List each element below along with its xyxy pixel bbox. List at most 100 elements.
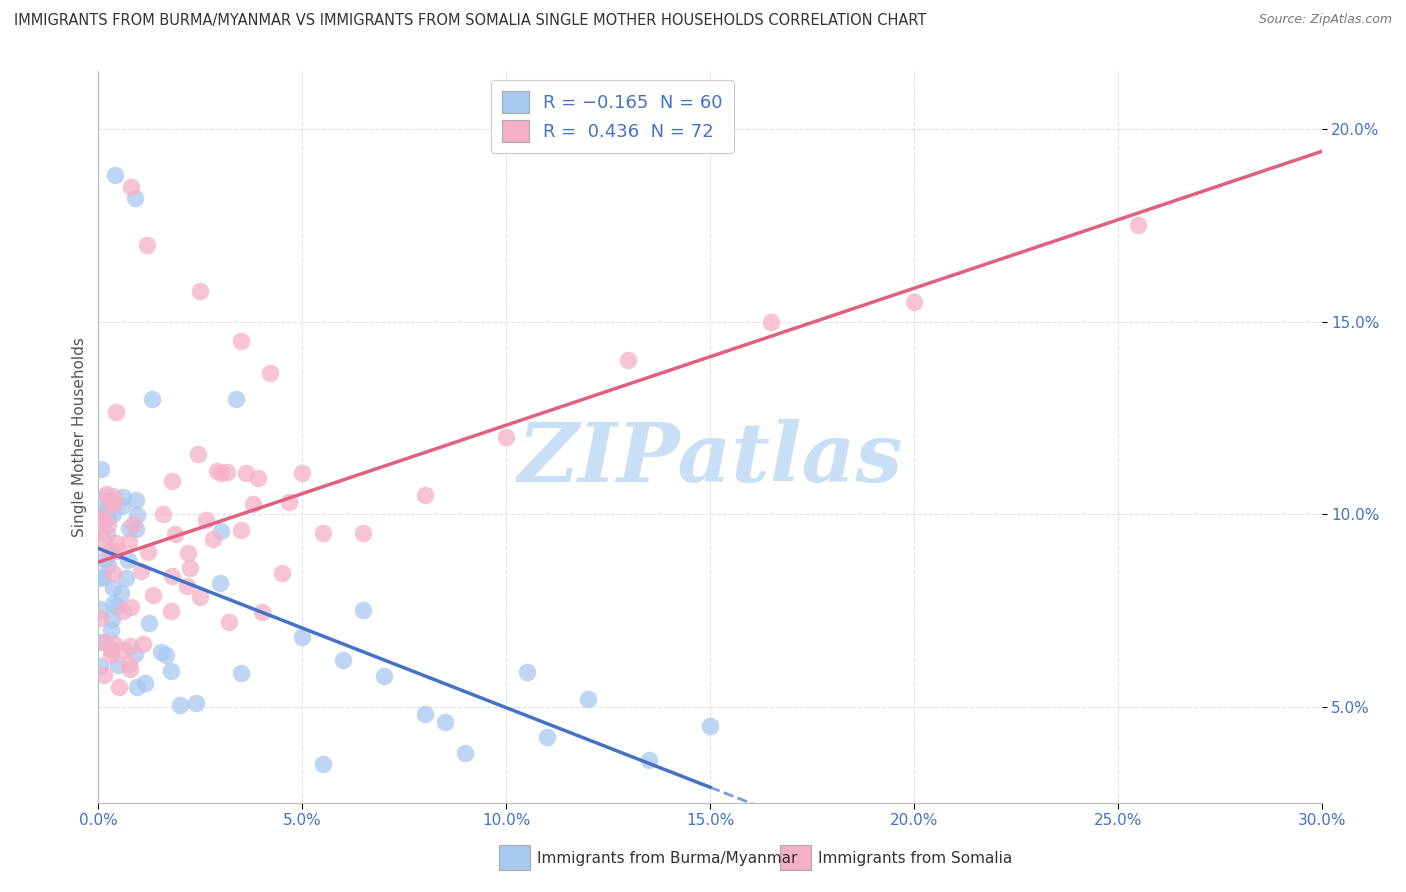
Point xyxy=(101,612,124,626)
Point xyxy=(576,691,599,706)
Point xyxy=(637,754,661,768)
Point xyxy=(96,509,118,524)
Point xyxy=(94,551,117,566)
Point xyxy=(188,284,212,298)
Point xyxy=(91,570,114,584)
Point xyxy=(93,491,115,505)
Point xyxy=(136,237,159,252)
Point xyxy=(103,597,125,611)
Point xyxy=(373,669,395,683)
Point xyxy=(112,490,135,504)
Point xyxy=(89,610,111,624)
Point xyxy=(97,558,120,573)
Point xyxy=(176,578,198,592)
Point xyxy=(89,602,111,616)
Point xyxy=(617,353,640,368)
Text: IMMIGRANTS FROM BURMA/MYANMAR VS IMMIGRANTS FROM SOMALIA SINGLE MOTHER HOUSEHOLD: IMMIGRANTS FROM BURMA/MYANMAR VS IMMIGRA… xyxy=(14,13,927,29)
Point xyxy=(111,604,134,618)
Point xyxy=(124,492,146,507)
Point xyxy=(101,490,124,504)
Point xyxy=(134,676,156,690)
Point xyxy=(270,566,294,580)
Point xyxy=(209,524,232,538)
Point xyxy=(179,561,201,575)
Point xyxy=(107,680,129,694)
Point xyxy=(103,497,125,511)
Point xyxy=(903,295,925,310)
Point xyxy=(433,714,456,729)
Point xyxy=(188,591,211,605)
Point xyxy=(208,575,231,590)
Point xyxy=(94,506,117,520)
Point xyxy=(132,637,155,651)
Point xyxy=(118,521,141,535)
Point xyxy=(89,571,111,585)
Point xyxy=(332,653,354,667)
Point xyxy=(125,522,148,536)
Point xyxy=(93,668,115,682)
Point xyxy=(94,512,117,526)
Point xyxy=(90,462,112,476)
Point xyxy=(94,635,117,649)
Point xyxy=(759,315,782,329)
Point xyxy=(96,526,118,541)
Point xyxy=(96,486,118,500)
Point xyxy=(120,179,142,194)
Point xyxy=(89,658,111,673)
Point xyxy=(169,698,191,712)
Point xyxy=(247,471,270,485)
Point xyxy=(107,657,129,672)
Point xyxy=(291,466,314,480)
Point xyxy=(291,630,314,644)
Point xyxy=(100,648,122,662)
Point xyxy=(118,663,141,677)
Point xyxy=(98,543,121,558)
Point xyxy=(218,615,240,630)
Point xyxy=(231,523,253,537)
Point xyxy=(352,603,374,617)
Point xyxy=(150,645,173,659)
Point xyxy=(105,544,128,558)
Text: Source: ZipAtlas.com: Source: ZipAtlas.com xyxy=(1258,13,1392,27)
Point xyxy=(100,641,122,656)
Point xyxy=(250,606,273,620)
Point xyxy=(103,566,125,580)
Point xyxy=(162,474,184,488)
Point xyxy=(110,585,132,599)
Point xyxy=(225,392,247,406)
Point xyxy=(177,546,200,560)
Point xyxy=(160,605,183,619)
Point xyxy=(516,665,538,679)
Point xyxy=(163,526,186,541)
Point xyxy=(312,757,335,772)
Point xyxy=(231,666,253,681)
Point xyxy=(96,506,118,520)
Point xyxy=(207,464,229,478)
Point xyxy=(129,564,152,578)
Point xyxy=(495,430,517,444)
Point xyxy=(413,488,436,502)
Point xyxy=(117,552,139,566)
Point xyxy=(124,191,146,205)
Point xyxy=(89,524,111,539)
Point xyxy=(277,495,299,509)
Point xyxy=(104,169,127,183)
Point xyxy=(117,657,139,671)
Point xyxy=(125,680,148,694)
Point xyxy=(209,466,232,480)
Point xyxy=(162,569,184,583)
Text: Immigrants from Somalia: Immigrants from Somalia xyxy=(818,851,1012,865)
Point xyxy=(536,731,558,745)
Legend: R = −0.165  N = 60, R =  0.436  N = 72: R = −0.165 N = 60, R = 0.436 N = 72 xyxy=(491,80,734,153)
Text: Immigrants from Burma/Myanmar: Immigrants from Burma/Myanmar xyxy=(537,851,797,865)
Text: ZIPatlas: ZIPatlas xyxy=(517,419,903,499)
Point xyxy=(100,493,122,508)
Point xyxy=(105,599,128,613)
Point xyxy=(1128,219,1150,233)
Point xyxy=(138,545,160,559)
Point xyxy=(142,588,165,602)
Point xyxy=(138,616,160,631)
Point xyxy=(98,545,121,559)
Point xyxy=(454,746,477,760)
Point xyxy=(186,696,208,710)
